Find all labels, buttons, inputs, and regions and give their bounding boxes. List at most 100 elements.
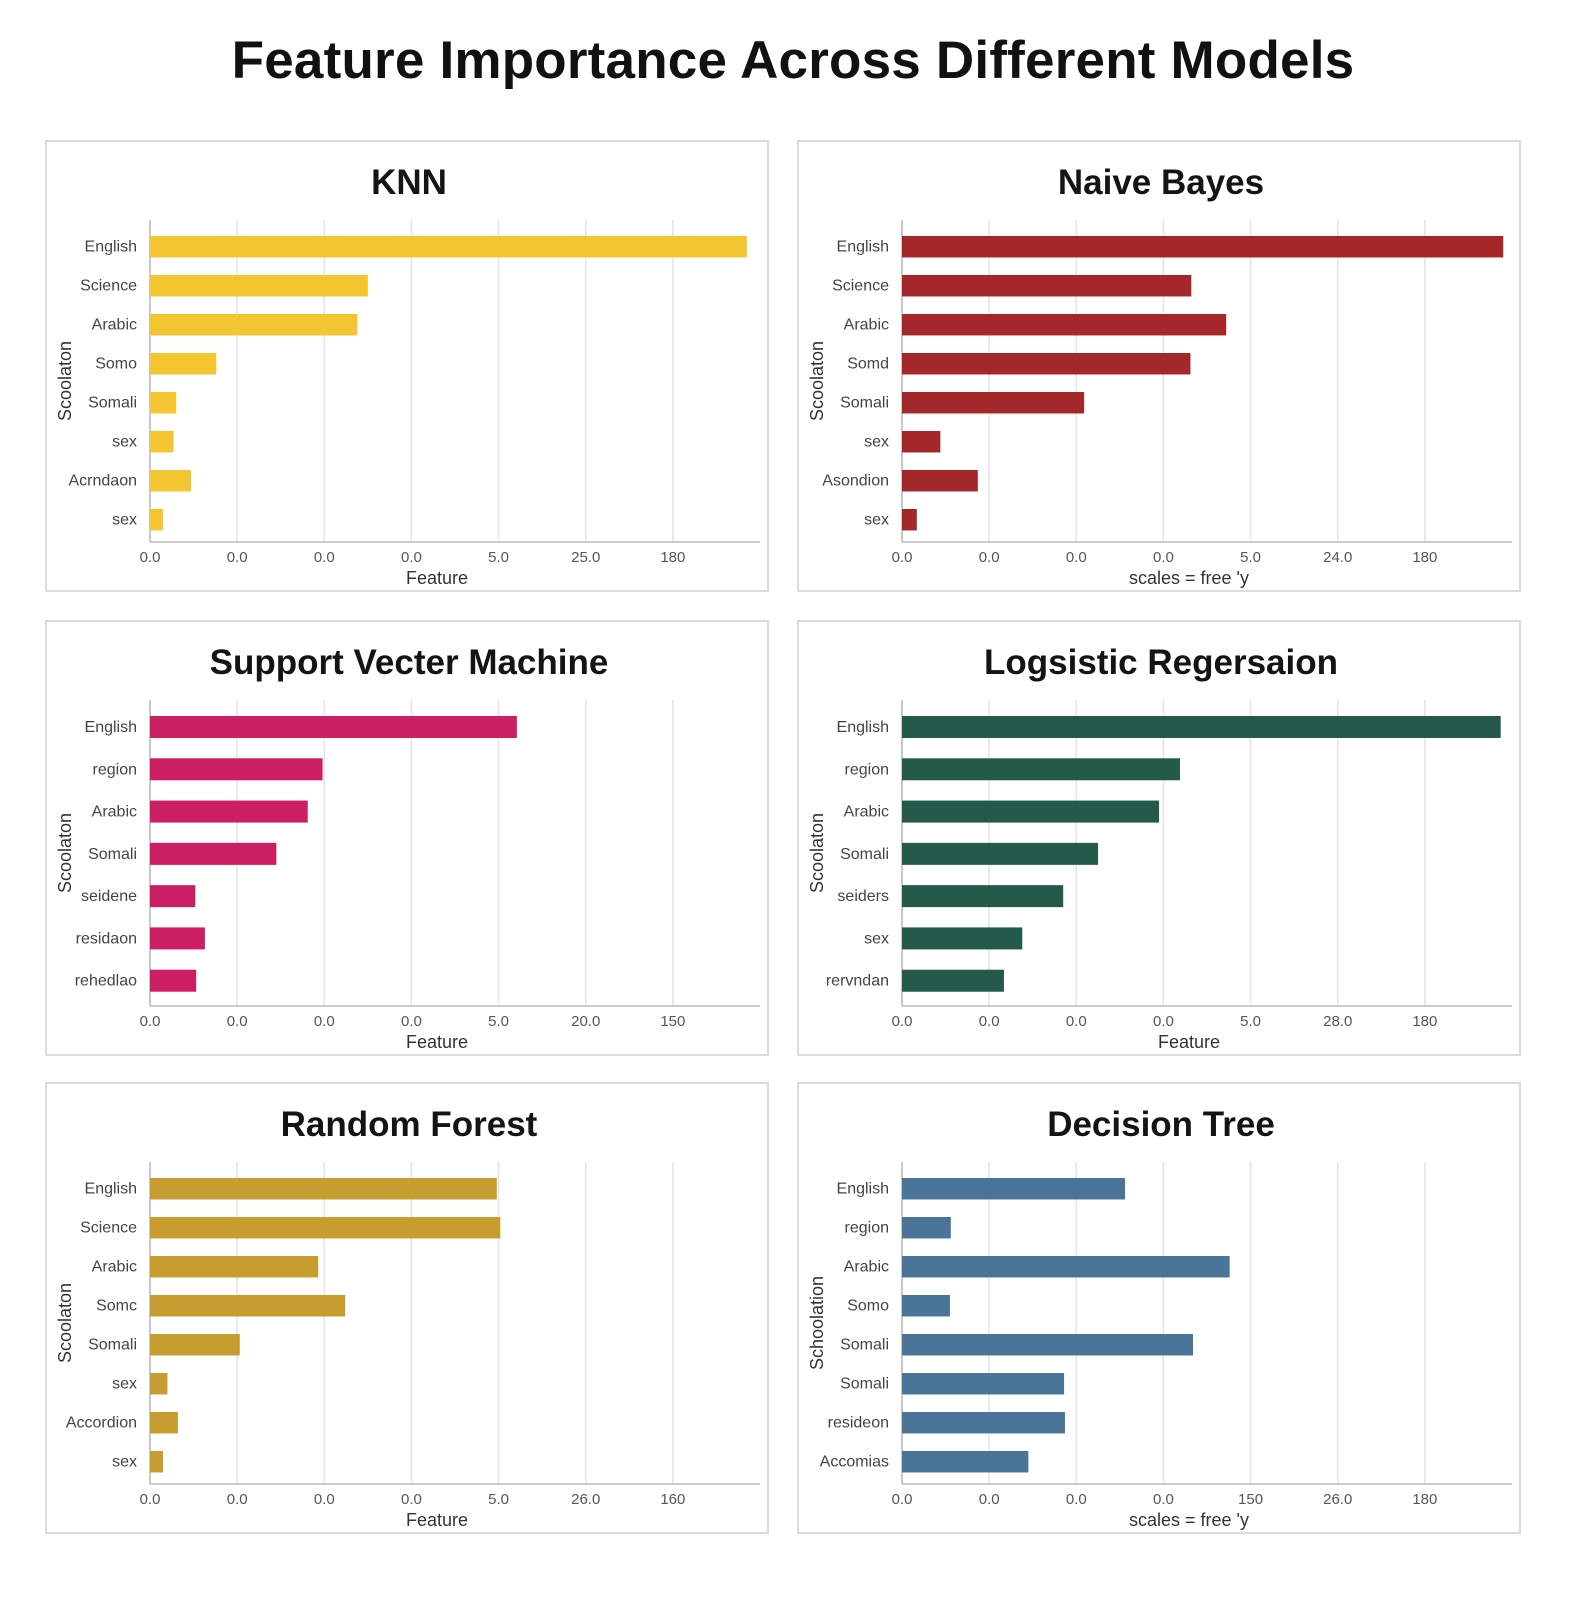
- x-tick-label: 0.0: [140, 1013, 161, 1030]
- category-label: Science: [80, 278, 137, 295]
- x-tick-label: 0.0: [1066, 1491, 1087, 1508]
- bar-arabic: [150, 314, 358, 336]
- bar-somo: [902, 1295, 950, 1317]
- bar-english: [150, 716, 517, 738]
- bar-english: [902, 716, 1501, 738]
- panel-naive-bayes: Naive Bayes 0.0 0.0 0.0 0.0 5.0 24.0 180 English…: [797, 140, 1521, 592]
- bar-science: [150, 275, 368, 297]
- bar-somali: [150, 1334, 240, 1356]
- bar-somali: [150, 392, 177, 414]
- category-label: Somo: [847, 1298, 889, 1315]
- x-tick-label: 150: [660, 1013, 685, 1030]
- bar-somali: [902, 392, 1085, 414]
- x-tick-label: 0.0: [1153, 549, 1174, 566]
- category-label: sex: [864, 930, 889, 947]
- bar-english: [902, 1178, 1126, 1200]
- panel-random-forest: Random Forest 0.0 0.0 0.0 0.0 5.0 26.0 160 Engli…: [45, 1082, 769, 1534]
- x-tick-label: 0.0: [1066, 1013, 1087, 1030]
- category-label: region: [93, 761, 137, 778]
- category-label: Somali: [840, 395, 889, 412]
- bar-rehedlao: [150, 969, 197, 992]
- x-axis-title: Feature: [406, 1510, 468, 1530]
- bar-somali: [902, 1334, 1194, 1356]
- x-tick-label: 0.0: [1153, 1013, 1174, 1030]
- category-label: Accordion: [66, 1415, 137, 1432]
- bar-somali: [902, 842, 1099, 865]
- panel-title: Support Vecter Machine: [210, 643, 609, 682]
- bar-accomias: [902, 1451, 1029, 1473]
- x-tick-label: 150: [1238, 1491, 1263, 1508]
- category-label: region: [845, 761, 889, 778]
- bar-residaon: [150, 927, 205, 950]
- panel-title: Naive Bayes: [1058, 163, 1264, 202]
- x-tick-label: 0.0: [979, 549, 1000, 566]
- panel-title: KNN: [371, 163, 447, 202]
- y-axis-title: Scoolaton: [807, 813, 827, 893]
- category-label: English: [85, 719, 137, 736]
- category-label: Somc: [96, 1298, 137, 1315]
- bar-region: [902, 758, 1180, 781]
- x-tick-label: 0.0: [892, 1013, 913, 1030]
- category-label: sex: [864, 512, 889, 529]
- category-label: sex: [112, 1376, 137, 1393]
- y-axis-title: Scoolaton: [807, 341, 827, 421]
- category-label: region: [845, 1220, 889, 1237]
- category-label: Somali: [88, 395, 137, 412]
- bar-accordion: [150, 1412, 178, 1434]
- x-axis-title: scales = free 'y: [1129, 568, 1249, 588]
- panel-support-vector-machine: Support Vecter Machine 0.0 0.0 0.0 0.0 5.0 20.…: [45, 620, 769, 1056]
- x-tick-label: 0.0: [314, 1013, 335, 1030]
- x-tick-label: 5.0: [488, 549, 509, 566]
- y-axis-title: Scoolaton: [55, 1283, 75, 1363]
- x-axis-title: scales = free 'y: [1129, 1510, 1249, 1530]
- bar-sex: [902, 927, 1023, 950]
- x-tick-label: 26.0: [571, 1491, 600, 1508]
- bar-somali: [902, 1373, 1065, 1395]
- bar-sex: [902, 431, 941, 453]
- bar-science: [902, 275, 1192, 297]
- panel-title: Logsistic Regersaion: [984, 643, 1338, 682]
- category-label: Arabic: [92, 1259, 137, 1276]
- category-label: Somali: [88, 1337, 137, 1354]
- category-label: rervndan: [826, 973, 889, 990]
- bar-rervndan: [902, 969, 1004, 992]
- x-tick-label: 26.0: [1323, 1491, 1352, 1508]
- x-tick-label: 0.0: [314, 549, 335, 566]
- bar-somo: [150, 353, 217, 375]
- x-tick-label: 24.0: [1323, 549, 1352, 566]
- bar-english: [902, 236, 1504, 258]
- category-label: Acrndaon: [69, 473, 138, 490]
- x-tick-label: 160: [660, 1491, 685, 1508]
- category-label: English: [837, 239, 889, 256]
- category-label: English: [837, 719, 889, 736]
- x-tick-label: 0.0: [979, 1013, 1000, 1030]
- bar-arabic: [902, 800, 1160, 823]
- bar-somd: [902, 353, 1191, 375]
- x-tick-label: 20.0: [571, 1013, 600, 1030]
- category-label: Somali: [840, 1337, 889, 1354]
- category-label: seiders: [837, 888, 889, 905]
- category-label: Arabic: [92, 317, 137, 334]
- x-tick-label: 0.0: [140, 1491, 161, 1508]
- panel-logistic-regression: Logsistic Regersaion 0.0 0.0 0.0 0.0 5.0 28.0 1…: [797, 620, 1521, 1056]
- bar-arabic: [150, 800, 308, 823]
- main-title: Feature Importance Across Different Mode…: [231, 31, 1355, 90]
- bar-region: [150, 758, 323, 781]
- x-tick-label: 180: [660, 549, 685, 566]
- category-label: Arabic: [92, 804, 137, 821]
- bar-arabic: [150, 1256, 319, 1278]
- panel-decision-tree: Decision Tree 0.0 0.0 0.0 0.0 150 26.0 180 Engli…: [797, 1082, 1521, 1534]
- category-label: seidene: [81, 888, 137, 905]
- category-label: Somali: [88, 846, 137, 863]
- bar-arabic: [902, 314, 1227, 336]
- category-label: Somd: [847, 356, 889, 373]
- x-tick-label: 0.0: [227, 549, 248, 566]
- x-tick-label: 180: [1412, 1491, 1437, 1508]
- category-label: Arabic: [844, 804, 889, 821]
- category-label: English: [85, 1181, 137, 1198]
- category-label: Arabic: [844, 317, 889, 334]
- category-label: Somo: [95, 356, 137, 373]
- x-tick-label: 0.0: [1066, 549, 1087, 566]
- y-axis-title: Schoolation: [807, 1276, 827, 1370]
- x-axis-title: Feature: [1158, 1032, 1220, 1052]
